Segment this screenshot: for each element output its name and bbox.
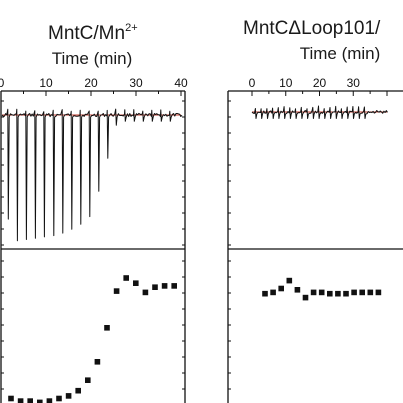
left-heat-point [75, 387, 81, 394]
left-heat-point [17, 398, 24, 403]
left-raw-trace [1, 108, 183, 242]
right-heat-point [327, 290, 333, 297]
right-x-tick-label: 0 [249, 76, 256, 90]
left-x-tick-label: 40 [174, 76, 188, 90]
left-heat-point [142, 289, 149, 296]
left-thermogram [1, 108, 183, 242]
left-x-axis-label: Time (min) [52, 49, 133, 68]
left-heat-point [94, 359, 101, 365]
left-heat-point [133, 280, 139, 286]
left-x-tick-label: 30 [129, 76, 143, 90]
left-heat-point [171, 283, 177, 289]
left-axis-ticks: 0 10 20 30 40 [0, 76, 188, 390]
right-heat-point [359, 289, 365, 296]
left-heat-point [85, 377, 91, 383]
right-heat-point [310, 289, 317, 296]
right-heat-point [343, 290, 349, 297]
left-heat-point [56, 395, 62, 402]
right-heat-point [286, 277, 293, 284]
right-heat-point [335, 290, 341, 297]
left-x-tick-label: 0 [0, 76, 5, 90]
left-heat-point [37, 399, 43, 403]
right-heat-point [270, 289, 276, 296]
left-heat-point [65, 393, 72, 399]
left-x-tick-label: 20 [84, 76, 98, 90]
right-heat-point [375, 289, 382, 296]
right-x-axis-label: Time (min) [300, 44, 381, 63]
left-heat-point [8, 395, 14, 402]
right-axis-ticks: 0 10 20 30 [228, 76, 388, 390]
right-heat-point [351, 289, 357, 296]
left-heat-points [8, 275, 177, 403]
left-heat-point [104, 325, 110, 331]
right-raw-trace [251, 105, 388, 119]
left-panel-title: MntC/Mn2+ [48, 22, 138, 44]
left-heat-point [123, 275, 129, 281]
right-x-tick-label: 30 [347, 76, 361, 90]
right-heat-point [278, 285, 284, 292]
right-heat-point [367, 289, 374, 296]
right-heat-point [302, 294, 309, 301]
right-thermogram [251, 105, 388, 119]
right-panel-title: MntCΔLoop101/ [243, 18, 381, 39]
right-heat-point [262, 290, 268, 297]
left-heat-point [46, 398, 53, 403]
left-heat-point [161, 283, 168, 289]
right-x-tick-label: 20 [313, 76, 327, 90]
left-x-tick-label: 10 [39, 76, 53, 90]
left-heat-point [152, 284, 158, 290]
right-heat-point [318, 289, 325, 296]
left-heat-point [27, 398, 33, 403]
right-x-tick-label: 10 [279, 76, 293, 90]
left-heat-point [113, 288, 120, 294]
right-heat-points [262, 277, 382, 301]
right-heat-point [294, 287, 301, 293]
